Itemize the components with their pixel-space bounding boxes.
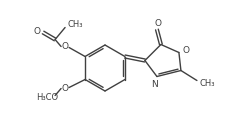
Text: O: O [62,84,69,93]
Text: CH₃: CH₃ [67,20,83,29]
Text: O: O [183,46,189,55]
Text: H₃CO: H₃CO [36,93,58,102]
Text: CH₃: CH₃ [199,79,215,88]
Text: N: N [152,80,158,89]
Text: O: O [154,19,162,28]
Text: O: O [62,42,69,51]
Text: O: O [34,27,41,36]
